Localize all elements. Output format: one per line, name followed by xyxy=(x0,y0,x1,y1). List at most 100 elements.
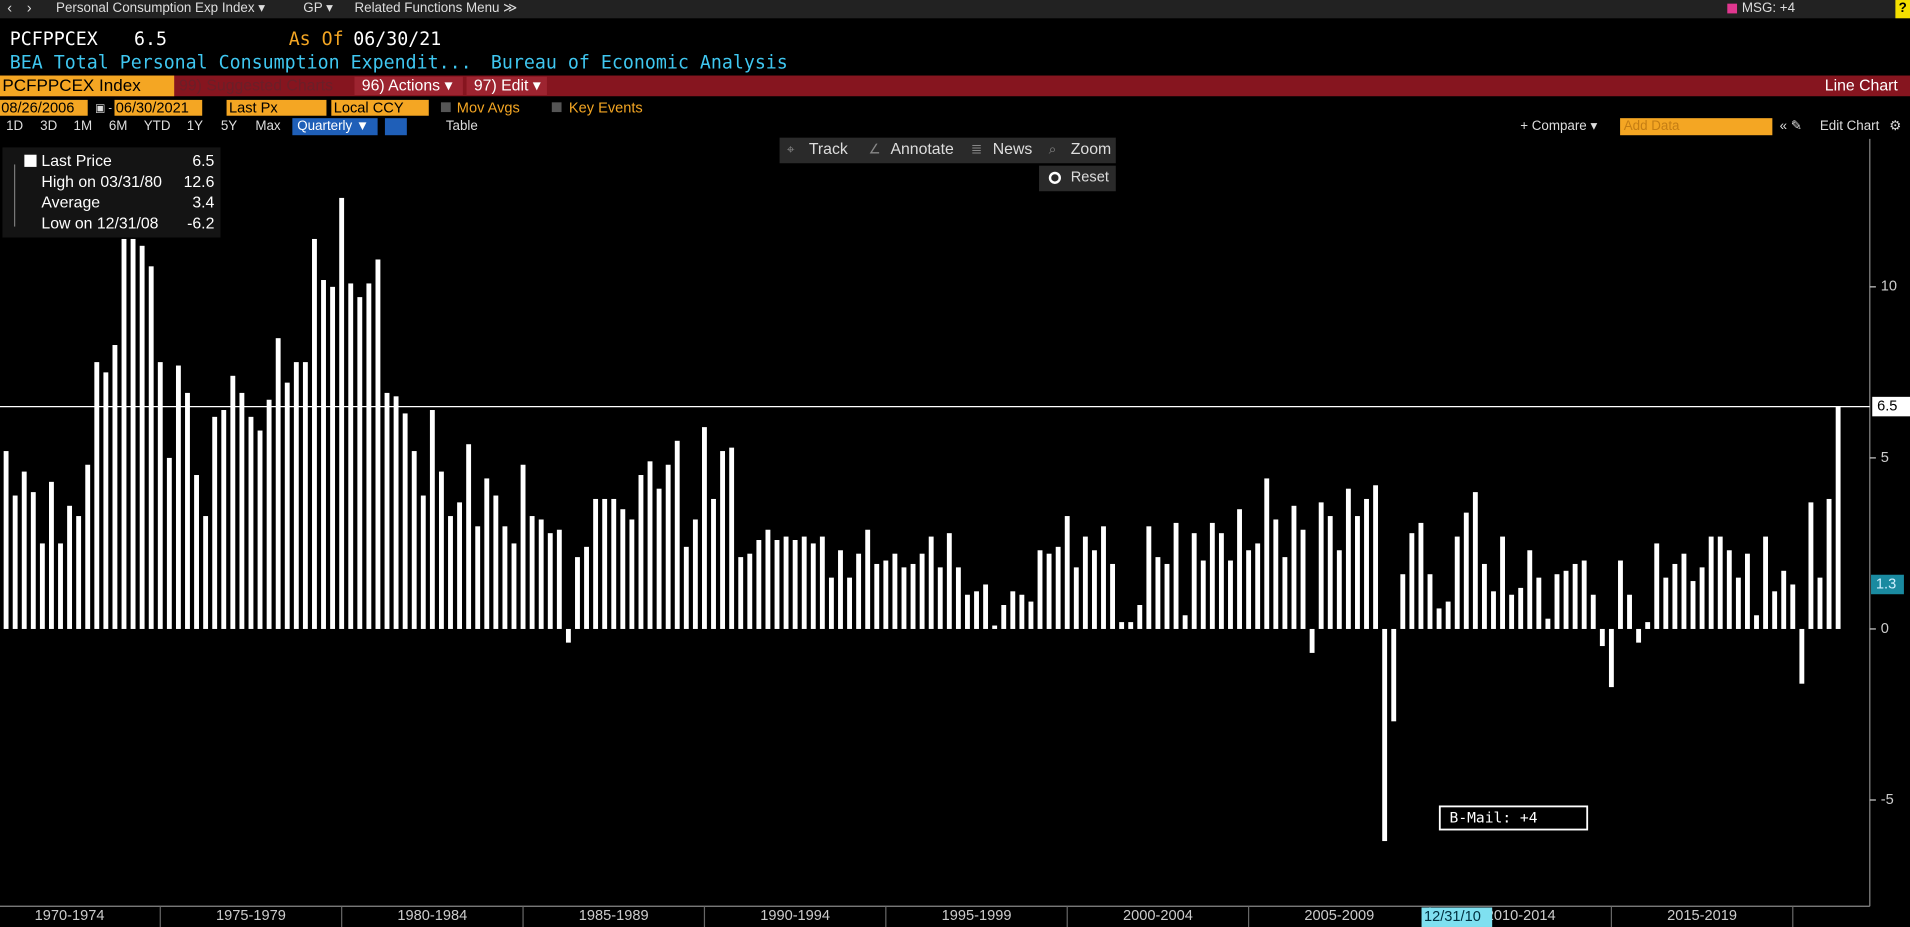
bar xyxy=(157,362,163,629)
bar xyxy=(584,546,589,629)
menu-actions[interactable]: 96) Actions ▾ xyxy=(362,78,453,95)
bar xyxy=(1754,615,1759,629)
bar xyxy=(284,382,290,629)
bar xyxy=(883,560,889,629)
bar xyxy=(720,451,726,629)
range-button[interactable]: YTD xyxy=(144,118,171,133)
add-data-field[interactable] xyxy=(1620,118,1773,136)
bar xyxy=(1481,563,1487,629)
bar xyxy=(302,362,308,629)
bar xyxy=(511,543,517,629)
security-input[interactable]: PCFPPCEX Index xyxy=(2,76,141,95)
y-tick-label: -5 xyxy=(1881,792,1894,808)
range-buttons: 1D 3D 1M 6M YTD 1Y 5Y Max xyxy=(6,118,281,133)
x-tick-label: 1975-1979 xyxy=(216,908,286,924)
bar xyxy=(375,259,381,629)
nav-back[interactable]: ‹ xyxy=(7,0,12,16)
edit-chart[interactable]: Edit Chart xyxy=(1820,118,1880,133)
msg[interactable]: MSG: +4 xyxy=(1742,0,1796,15)
bar xyxy=(1391,628,1397,722)
currency-select[interactable] xyxy=(331,99,429,116)
range-button[interactable]: 1D xyxy=(6,118,23,133)
range-button[interactable]: Max xyxy=(255,118,281,133)
period[interactable]: Quarterly ▼ xyxy=(297,118,369,133)
nav-item[interactable]: Related Functions Menu ≫ xyxy=(354,0,517,15)
x-tick-label: 2000-2004 xyxy=(1123,908,1193,924)
nav-forward[interactable]: › xyxy=(27,0,32,16)
bar xyxy=(1708,536,1714,629)
bar xyxy=(1690,581,1696,629)
field[interactable]: Last Px xyxy=(229,100,278,116)
reset[interactable]: Reset xyxy=(1071,170,1109,186)
legend-label: Low on 12/31/08 xyxy=(41,215,158,232)
bar xyxy=(965,594,970,629)
bar xyxy=(1327,516,1333,629)
bar xyxy=(130,238,136,629)
bar xyxy=(1436,608,1442,629)
legend-box xyxy=(2,147,221,238)
bar xyxy=(1273,519,1279,629)
bar xyxy=(1037,550,1043,629)
bar xyxy=(1627,594,1632,629)
range-button[interactable]: 6M xyxy=(109,118,128,133)
checkbox[interactable] xyxy=(551,102,562,113)
bmail[interactable]: B-Mail: +4 xyxy=(1450,810,1538,827)
bar xyxy=(30,492,36,629)
bar xyxy=(1772,591,1778,629)
bar xyxy=(1101,526,1106,629)
mov-avgs[interactable]: Mov Avgs xyxy=(457,100,520,116)
bar xyxy=(1427,574,1433,629)
menu-edit[interactable]: 97) Edit ▾ xyxy=(474,78,541,95)
settings[interactable]: ⚙ xyxy=(1889,118,1901,133)
compare[interactable]: + Compare ▾ xyxy=(1520,118,1597,133)
bar xyxy=(1119,622,1125,629)
reset-button[interactable] xyxy=(1039,165,1116,192)
date-field[interactable] xyxy=(114,99,203,116)
bar xyxy=(475,526,481,629)
add-data[interactable]: Add Data xyxy=(1624,118,1680,133)
tool-button[interactable]: News xyxy=(993,141,1033,158)
chart-icon[interactable] xyxy=(384,118,407,136)
menu-suggested[interactable]: 99) Suggested Charts xyxy=(179,78,333,95)
tool-icon: ∠ xyxy=(869,141,881,156)
x-tick-label: 1990-1994 xyxy=(760,908,830,924)
nav-item[interactable]: Personal Consumption Exp Index ▾ xyxy=(56,0,265,15)
currency[interactable]: Local CCY xyxy=(334,100,404,116)
bar xyxy=(1463,512,1469,629)
key-events[interactable]: Key Events xyxy=(569,100,643,116)
bar xyxy=(12,495,18,629)
period-select[interactable] xyxy=(292,118,378,136)
tool-button[interactable]: Annotate xyxy=(890,141,954,158)
bar xyxy=(1808,502,1814,629)
range-button[interactable]: 1Y xyxy=(187,118,203,133)
start-date[interactable]: 08/26/2006 xyxy=(1,100,74,116)
tool-button[interactable]: Zoom xyxy=(1071,141,1111,158)
legend-value: 3.4 xyxy=(192,195,214,212)
checkbox[interactable] xyxy=(440,102,451,113)
tool-button[interactable]: Track xyxy=(809,141,848,158)
table-button[interactable]: Table xyxy=(446,118,478,133)
bmail-box[interactable] xyxy=(1438,805,1589,831)
bar xyxy=(1509,594,1515,629)
bar xyxy=(928,536,934,629)
bar xyxy=(112,345,118,629)
collapse[interactable]: « ✎ xyxy=(1780,118,1802,133)
tool-icon: ⌕ xyxy=(1049,141,1056,156)
date-field[interactable] xyxy=(0,99,88,116)
range-button[interactable]: 1M xyxy=(74,118,93,133)
security-field[interactable] xyxy=(0,75,175,97)
end-date[interactable]: 06/30/2021 xyxy=(116,100,189,116)
bar xyxy=(212,416,218,629)
bar xyxy=(175,365,181,629)
range-button[interactable]: 5Y xyxy=(221,118,237,133)
chart-type: Line Chart xyxy=(1825,78,1899,95)
range-button[interactable]: 3D xyxy=(40,118,57,133)
nav-item[interactable]: GP ▾ xyxy=(303,0,333,15)
tool-bar xyxy=(779,137,1116,164)
bar xyxy=(1563,570,1569,629)
bar xyxy=(1055,546,1061,629)
field-select[interactable] xyxy=(226,99,327,116)
calendar-icon[interactable]: ▣ - xyxy=(95,102,112,114)
help[interactable]: ? xyxy=(1899,0,1907,15)
x-tick-label: 1970-1974 xyxy=(35,908,105,924)
